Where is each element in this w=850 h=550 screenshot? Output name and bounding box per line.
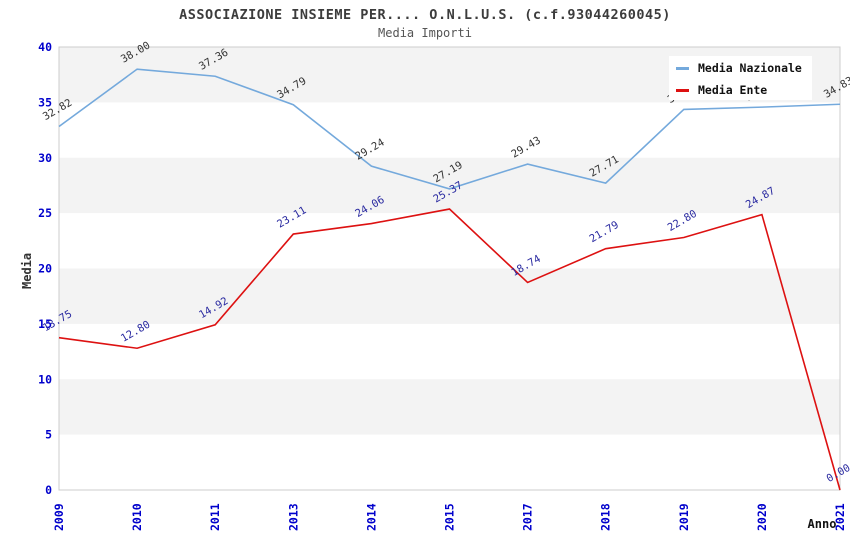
series-line-media-nazionale <box>58 68 841 190</box>
legend-swatch-media-nazionale <box>676 67 689 70</box>
svg-text:2018: 2018 <box>599 503 613 531</box>
svg-text:2019: 2019 <box>677 503 691 531</box>
svg-text:20: 20 <box>38 262 52 276</box>
svg-text:2013: 2013 <box>286 503 300 531</box>
svg-text:25: 25 <box>38 206 52 220</box>
svg-text:10: 10 <box>38 372 52 386</box>
legend-label-media-ente: Media Ente <box>698 82 768 97</box>
chart-legend: Media Nazionale Media Ente <box>669 56 812 100</box>
svg-text:2014: 2014 <box>364 503 378 531</box>
svg-text:2010: 2010 <box>130 503 144 531</box>
legend-item-media-nazionale: Media Nazionale <box>676 59 812 78</box>
chart-title: ASSOCIAZIONE INSIEME PER.... O.N.L.U.S. … <box>179 7 671 23</box>
svg-text:21.79: 21.79 <box>588 219 621 245</box>
svg-text:15: 15 <box>38 317 52 331</box>
svg-text:2009: 2009 <box>52 503 66 531</box>
svg-text:29.43: 29.43 <box>509 134 542 160</box>
svg-text:2015: 2015 <box>443 503 457 531</box>
grid-bands <box>59 47 840 435</box>
y-axis-tick-labels: 0 5 10 15 20 25 30 35 40 <box>38 40 52 497</box>
svg-text:13.75: 13.75 <box>41 308 74 334</box>
series-line-media-ente <box>58 208 841 491</box>
svg-text:2011: 2011 <box>208 503 222 531</box>
y-axis-title: Media <box>20 253 34 289</box>
svg-text:35: 35 <box>38 95 52 109</box>
svg-text:5: 5 <box>45 428 52 442</box>
svg-text:2021: 2021 <box>833 503 847 531</box>
legend-item-media-ente: Media Ente <box>676 81 812 100</box>
svg-text:0: 0 <box>45 483 52 497</box>
legend-label-media-nazionale: Media Nazionale <box>698 60 802 75</box>
svg-text:2020: 2020 <box>755 503 769 531</box>
svg-text:30: 30 <box>38 151 52 165</box>
svg-text:2017: 2017 <box>521 503 535 531</box>
svg-text:40: 40 <box>38 40 52 54</box>
x-axis-title: Anno <box>808 517 837 531</box>
x-axis-tick-labels: 2009 2010 2011 2013 2014 2015 2017 2018 2019 2020… <box>52 503 847 531</box>
plot-border <box>58 46 841 491</box>
chart-subtitle: Media Importi <box>378 26 472 40</box>
legend-swatch-media-ente <box>676 89 689 92</box>
